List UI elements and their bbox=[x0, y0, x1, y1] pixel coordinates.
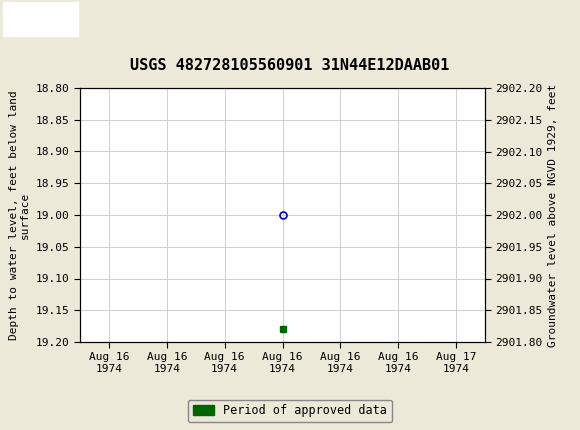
Y-axis label: Groundwater level above NGVD 1929, feet: Groundwater level above NGVD 1929, feet bbox=[548, 83, 558, 347]
Legend: Period of approved data: Period of approved data bbox=[188, 399, 392, 422]
Y-axis label: Depth to water level, feet below land
surface: Depth to water level, feet below land su… bbox=[9, 90, 30, 340]
Text: USGS 482728105560901 31N44E12DAAB01: USGS 482728105560901 31N44E12DAAB01 bbox=[130, 58, 450, 73]
Text: ≋USGS: ≋USGS bbox=[3, 10, 74, 28]
Bar bbox=[3, 2, 78, 36]
